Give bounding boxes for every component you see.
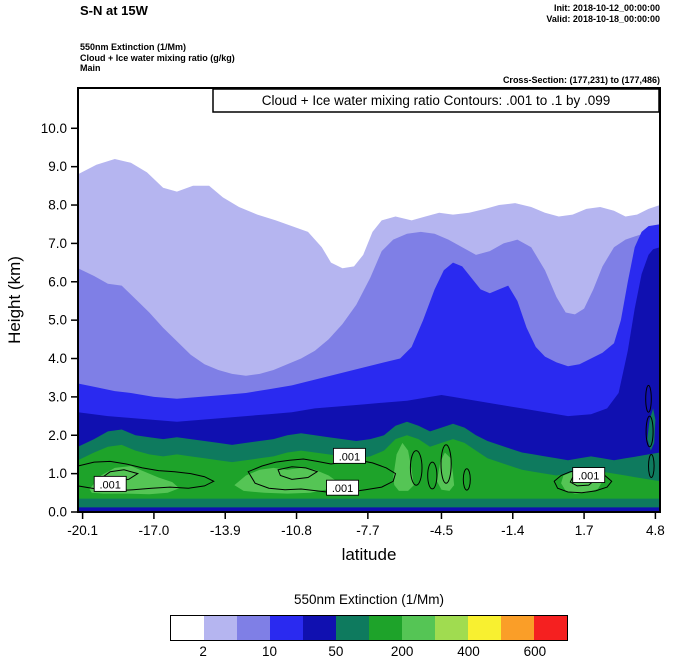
y-tick-label: 2.0: [48, 428, 67, 443]
contour-line: [645, 415, 654, 448]
y-tick-label: 7.0: [48, 236, 67, 251]
colorbar-cell: [369, 616, 402, 640]
colorbar-cell: [534, 616, 567, 640]
colorbar-tick-label: 400: [457, 644, 480, 659]
y-tick-label: 4.0: [48, 351, 67, 366]
colorbar-cell: [171, 616, 204, 640]
y-axis-label: Height (km): [5, 256, 24, 344]
contour-label-box: [332, 447, 366, 464]
product-line-mixing-ratio: Cloud + Ice water mixing ratio (g/kg): [80, 52, 235, 63]
contour-line: [409, 450, 423, 486]
y-tick-label: 3.0: [48, 389, 67, 404]
colorbar-title: 550nm Extinction (1/Mm): [293, 592, 445, 607]
contour-line: [462, 468, 471, 491]
product-line-domain: Main: [80, 63, 101, 73]
product-info: 550nm Extinction (1/Mm) Cloud + Ice wate…: [80, 42, 235, 74]
cross-section-info: Cross-Section: (177,231) to (177,486): [502, 75, 660, 85]
valid-time: Valid: 2018-10-18_00:00:00: [546, 14, 660, 24]
product-line-extinction: 550nm Extinction (1/Mm): [80, 42, 187, 52]
colorbar-cell: [402, 616, 435, 640]
contour-line: [427, 461, 438, 490]
annotation-box: [212, 88, 660, 113]
init-time: Init: 2018-10-12_00:00:00: [553, 3, 660, 13]
y-tick-label: 6.0: [48, 274, 67, 289]
x-tick-label: -1.4: [501, 523, 525, 538]
contour-line: [277, 466, 319, 480]
annotation-text: Cloud + Ice water mixing ratio Contours:…: [262, 93, 611, 108]
colorbar-cell: [468, 616, 501, 640]
colorbar-tick-label: 200: [390, 644, 414, 659]
x-tick-label: -7.7: [356, 523, 379, 538]
colorbar-cell: [501, 616, 534, 640]
init-valid-times: Init: 2018-10-12_00:00:00 Valid: 2018-10…: [546, 3, 660, 25]
contour-label: .001: [339, 451, 360, 463]
colorbar-tick-label: 600: [523, 644, 547, 659]
colorbar-tick-label: 2: [199, 644, 207, 659]
y-tick-label: 5.0: [48, 313, 67, 328]
x-tick-label: -17.0: [139, 523, 170, 538]
contour-label: .001: [99, 479, 120, 491]
axis-ticks: -20.1 -17.0 -13.9 -10.8 -7.7 -4.5 -1.4 1.7 4.8 0.…: [41, 121, 665, 538]
x-tick-label: -10.8: [281, 523, 312, 538]
x-axis-label: latitude: [342, 545, 397, 564]
contour-label-box: [93, 475, 127, 492]
fill-region-teal-right-edge: [647, 408, 656, 451]
x-tick-label: -13.9: [210, 523, 241, 538]
contour-line: [440, 444, 452, 484]
colorbar-tick-label: 50: [328, 644, 344, 659]
x-tick-label: -4.5: [430, 523, 453, 538]
fill-region-bright-green-midleft: [234, 467, 338, 494]
page-title: S-N at 15W: [80, 3, 148, 18]
plot-frame: [77, 87, 661, 513]
contour-line: [645, 384, 652, 413]
contour-line: [553, 469, 613, 494]
contour-fill-regions: [78, 159, 660, 512]
fill-region-bright-green-bump1: [393, 442, 414, 491]
contour-labels: .001 .001 .001 .001: [93, 447, 606, 496]
y-tick-label: 0.0: [48, 505, 67, 520]
x-tick-label: 4.8: [646, 523, 665, 538]
y-tick-label: 8.0: [48, 198, 67, 213]
colorbar: [170, 615, 568, 641]
contour-label: .001: [578, 471, 599, 483]
y-tick-label: 1.0: [48, 466, 67, 481]
contour-line: [648, 454, 655, 478]
x-tick-label: -20.1: [67, 523, 98, 538]
colorbar-cell: [270, 616, 303, 640]
colorbar-cell: [204, 616, 237, 640]
y-tick-label: 10.0: [41, 121, 67, 136]
colorbar-cell: [237, 616, 270, 640]
contour-line: [247, 458, 397, 494]
colorbar-cell: [336, 616, 369, 640]
colorbar-tick-label: 10: [261, 644, 278, 659]
cross-section-plot: -20.1 -17.0 -13.9 -10.8 -7.7 -4.5 -1.4 1.7 4.8 0.…: [5, 87, 665, 564]
colorbar-cell: [435, 616, 468, 640]
colorbar-cell: [303, 616, 336, 640]
y-tick-label: 9.0: [48, 159, 67, 174]
contour-label: .001: [332, 483, 353, 495]
x-tick-label: 1.7: [575, 523, 594, 538]
contour-label-box: [572, 467, 606, 483]
contour-label-box: [326, 479, 359, 496]
fill-region-green: [78, 435, 660, 499]
